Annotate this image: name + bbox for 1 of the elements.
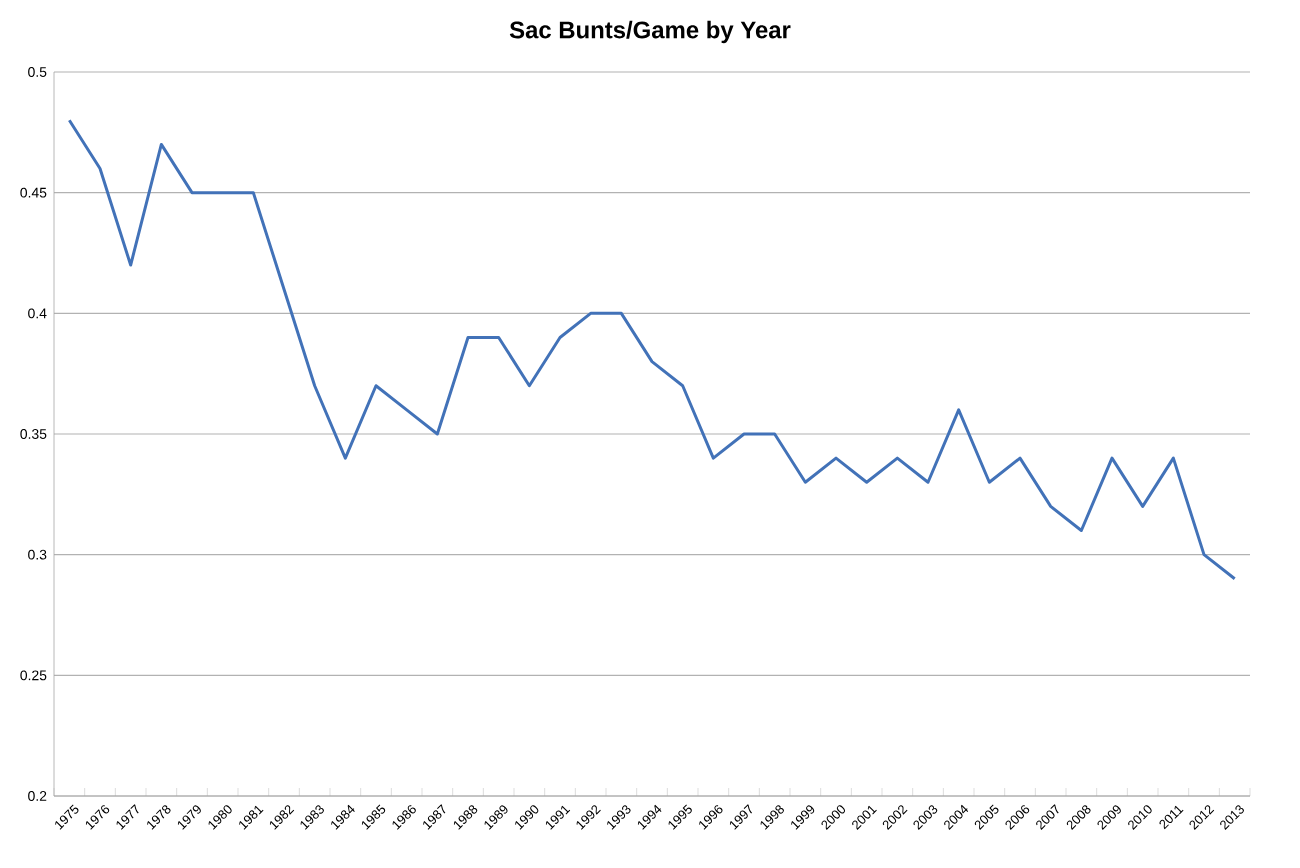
chart-title: Sac Bunts/Game by Year	[509, 20, 791, 44]
